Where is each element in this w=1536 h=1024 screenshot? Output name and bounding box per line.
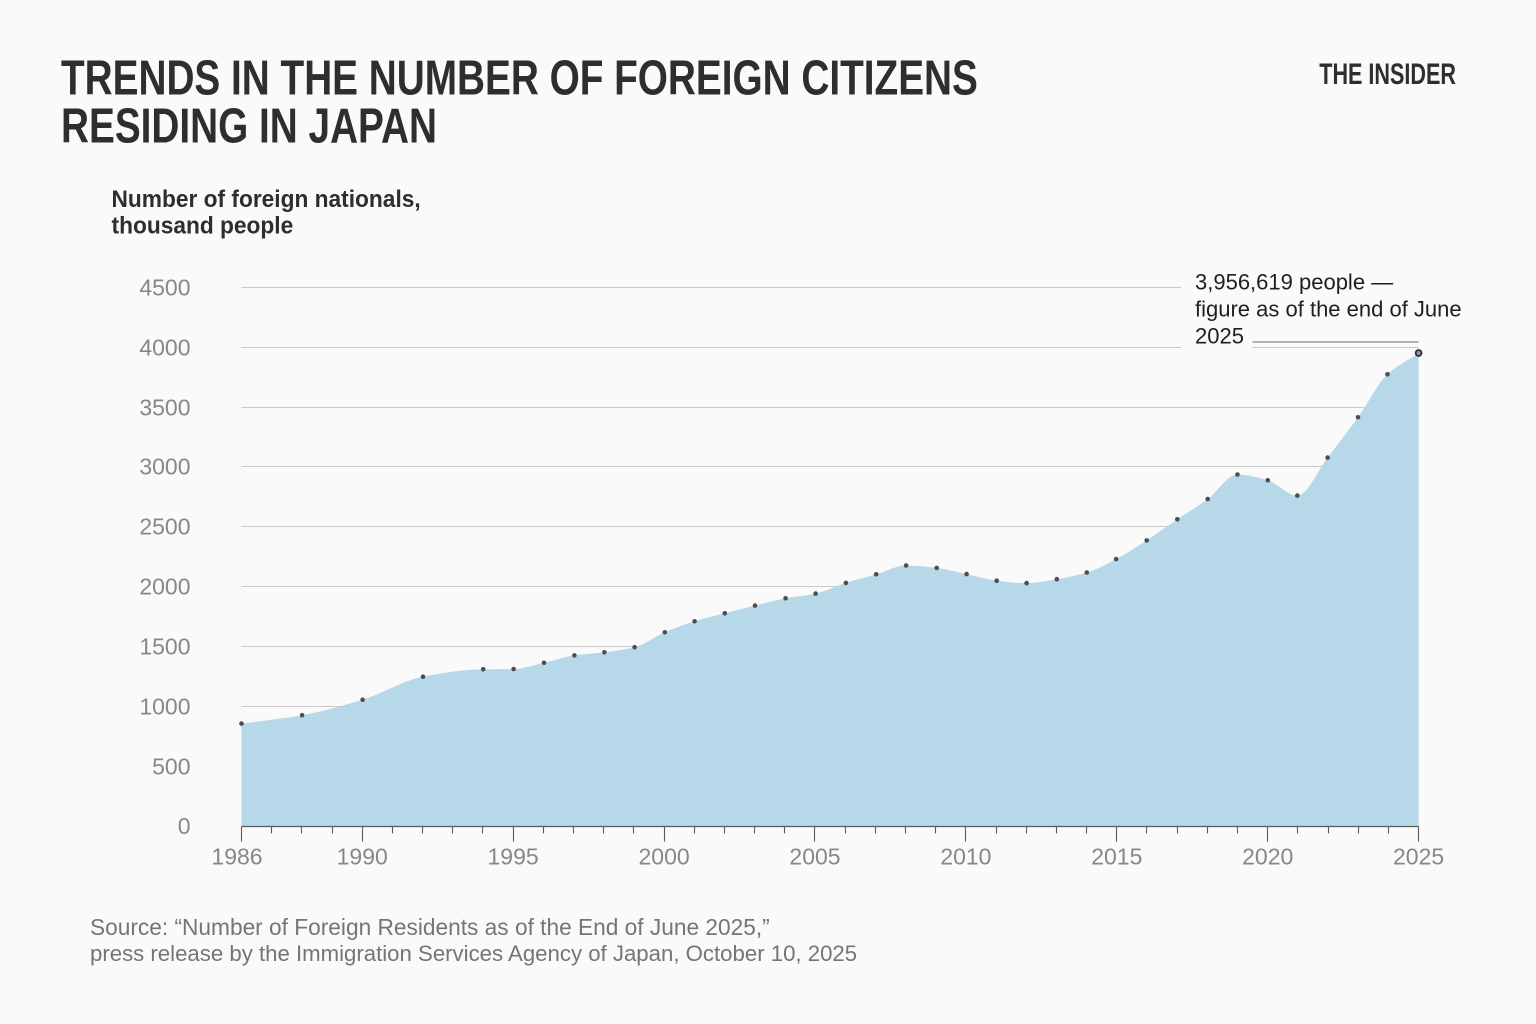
svg-text:TRENDS IN THE NUMBER OF FOREIG: TRENDS IN THE NUMBER OF FOREIGN CITIZENS	[61, 51, 978, 105]
svg-text:1995: 1995	[488, 844, 539, 870]
svg-text:2020: 2020	[1242, 844, 1293, 870]
svg-text:THE INSIDER: THE INSIDER	[1319, 56, 1456, 90]
svg-text:1000: 1000	[139, 694, 190, 720]
svg-text:3500: 3500	[139, 395, 190, 421]
svg-text:4000: 4000	[139, 335, 190, 361]
svg-text:1990: 1990	[337, 844, 388, 870]
svg-text:3,956,619 people —: 3,956,619 people —	[1195, 270, 1393, 295]
svg-text:2025: 2025	[1393, 844, 1444, 870]
svg-text:RESIDING IN JAPAN: RESIDING IN JAPAN	[61, 99, 437, 153]
svg-text:2015: 2015	[1091, 844, 1142, 870]
svg-text:2500: 2500	[139, 514, 190, 540]
svg-text:4500: 4500	[139, 275, 190, 301]
svg-text:1500: 1500	[139, 634, 190, 660]
svg-text:Source: “Number of Foreign Res: Source: “Number of Foreign Residents as …	[90, 914, 770, 940]
svg-text:1986: 1986	[211, 844, 262, 870]
svg-text:2000: 2000	[639, 844, 690, 870]
svg-text:3000: 3000	[139, 454, 190, 480]
svg-text:2005: 2005	[789, 844, 840, 870]
svg-text:2010: 2010	[940, 844, 991, 870]
svg-text:2000: 2000	[139, 574, 190, 600]
svg-text:thousand people: thousand people	[112, 212, 294, 239]
svg-text:press release by the Immigrati: press release by the Immigration Service…	[90, 941, 857, 966]
svg-text:Number of foreign nationals,: Number of foreign nationals,	[112, 185, 421, 212]
svg-text:0: 0	[178, 813, 191, 839]
svg-text:figure as of the end of June: figure as of the end of June	[1195, 297, 1462, 322]
svg-text:2025: 2025	[1195, 324, 1244, 349]
svg-text:500: 500	[152, 754, 190, 780]
